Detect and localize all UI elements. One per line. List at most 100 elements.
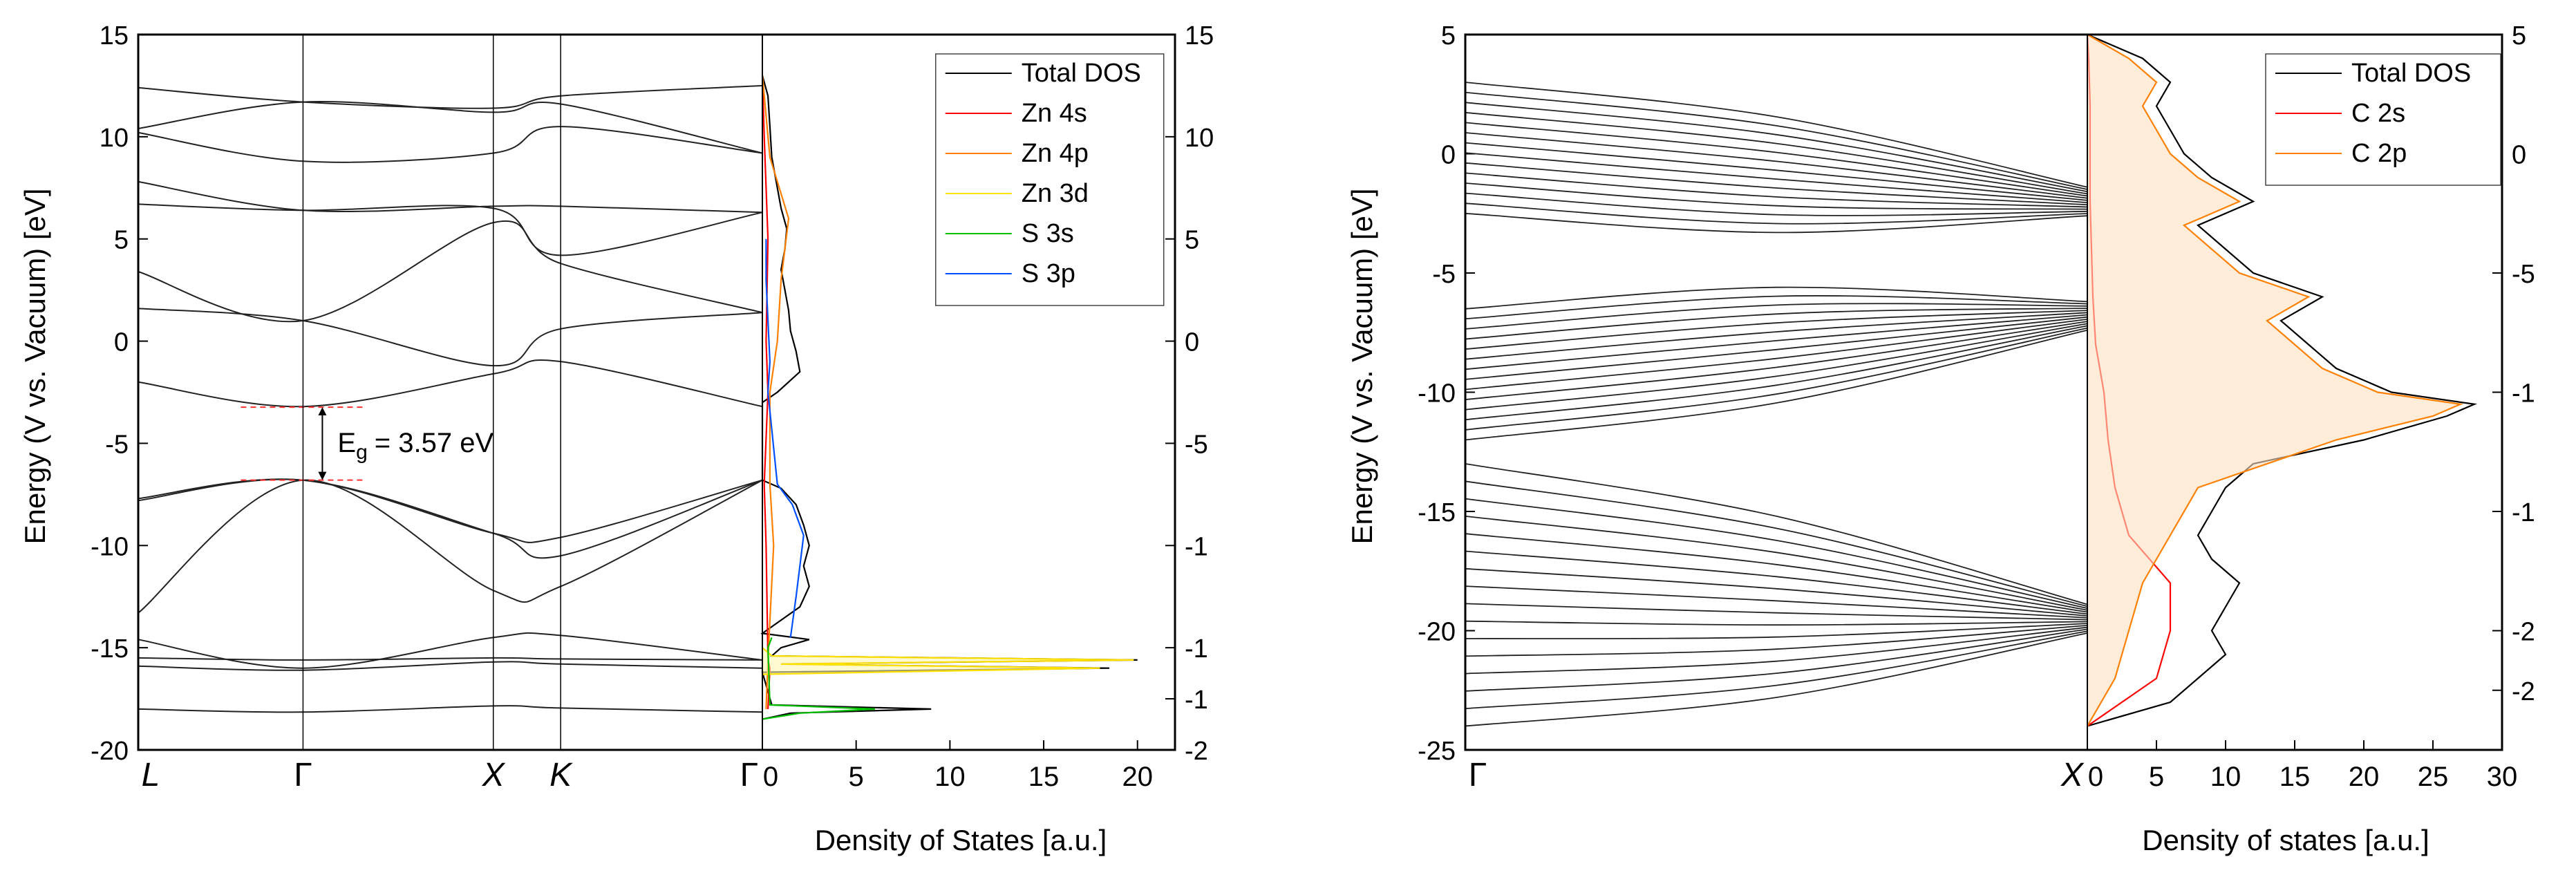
p2-band-lower bbox=[1465, 632, 2088, 727]
p1-legend-label: Zn 3d bbox=[1022, 179, 1089, 208]
p2-band-middle bbox=[1465, 295, 2088, 320]
p2-legend-label: C 2p bbox=[2351, 139, 2407, 168]
p2-band-upper bbox=[1465, 102, 2088, 193]
p2-dos-lines bbox=[2086, 33, 2478, 727]
p1-band-v1 bbox=[138, 479, 763, 614]
p1-right-tick-label: 15 bbox=[1185, 21, 1214, 50]
p2-band-middle bbox=[1465, 312, 2088, 360]
p2-k-label: Γ bbox=[1469, 757, 1487, 793]
p2-band-upper bbox=[1465, 152, 2088, 203]
p2-band-middle bbox=[1465, 321, 2088, 400]
p2-dos-x-ticks: 0 5 10 15 20 25 30 bbox=[2087, 740, 2517, 792]
p2-band-upper bbox=[1465, 91, 2088, 190]
p2-band-middle bbox=[1465, 325, 2088, 421]
p1-k-label: L bbox=[142, 757, 160, 793]
p2-right-tick-label: -5 bbox=[2512, 260, 2535, 289]
p2-band-upper bbox=[1465, 172, 2088, 208]
p2-band-upper bbox=[1465, 111, 2088, 195]
p2-y-ticks: -25 -20 -15 -10 -5 0 5 bbox=[1418, 21, 1475, 766]
p1-dos-x-tick-label: 15 bbox=[1028, 762, 1060, 792]
p1-dos-x-tick-label: 5 bbox=[849, 762, 864, 792]
p1-y-tick-label: -10 bbox=[91, 532, 129, 561]
p2-band-middle bbox=[1465, 314, 2088, 370]
p2-band-lower bbox=[1465, 628, 2088, 692]
p1-band-lines bbox=[138, 84, 763, 713]
p1-band-c8 bbox=[138, 84, 763, 109]
p2-right-y-ticks: -2 -2 -1 -1 -5 0 5 bbox=[2492, 21, 2535, 706]
p2-band-lower bbox=[1465, 630, 2088, 710]
p1-legend-label: Zn 4p bbox=[1022, 139, 1089, 168]
p1-band-c6 bbox=[138, 126, 763, 163]
p1-dos-s-3p bbox=[765, 238, 805, 638]
p1-band-c4 bbox=[138, 203, 763, 256]
p1-y-tick-label: 10 bbox=[100, 124, 129, 153]
p2-band-middle bbox=[1465, 303, 2088, 330]
p2-dos-x-tick-label: 15 bbox=[2279, 762, 2311, 792]
p2-legend-label: C 2s bbox=[2351, 99, 2405, 128]
p1-y-tick-label: 15 bbox=[100, 21, 129, 50]
p2-band-lines bbox=[1465, 82, 2088, 727]
p1-plot-frame bbox=[137, 33, 1176, 751]
p1-dos-zn-3d bbox=[762, 647, 1134, 675]
p1-dos-x-tick-label: 0 bbox=[763, 762, 778, 792]
p2-band-lower bbox=[1465, 585, 2088, 619]
p1-gap-label-e: E bbox=[337, 428, 356, 458]
p1-right-tick-label: -1 bbox=[1185, 634, 1208, 664]
p2-band-lower bbox=[1465, 463, 2088, 605]
p2-band-upper bbox=[1465, 142, 2088, 201]
p1-legend-label: Total DOS bbox=[1022, 59, 1141, 88]
p2-legend: Total DOS C 2s C 2p bbox=[2265, 53, 2501, 186]
p2-band-upper bbox=[1465, 203, 2088, 225]
p1-band-v3 bbox=[138, 478, 763, 543]
p1-dos-zn-4p bbox=[761, 75, 790, 709]
p1-dos-x-tick-label: 10 bbox=[934, 762, 966, 792]
p1-right-tick-label: -1 bbox=[1185, 686, 1208, 715]
p2-band-middle bbox=[1465, 308, 2088, 340]
p1-gap-label: Eg = 3.57 eV bbox=[337, 428, 493, 464]
p1-right-tick-label: 0 bbox=[1185, 328, 1199, 357]
p1-legend-label: Zn 4s bbox=[1022, 99, 1087, 128]
p2-band-middle bbox=[1465, 327, 2088, 431]
p2-right-tick-label: -2 bbox=[2512, 677, 2535, 706]
p1-right-tick-label: -1 bbox=[1185, 532, 1208, 561]
p2-band-lower bbox=[1465, 625, 2088, 657]
p2-band-middle bbox=[1465, 286, 2088, 310]
p2-right-tick-label: -1 bbox=[2512, 379, 2535, 408]
p2-band-upper bbox=[1465, 162, 2088, 206]
p1-y-tick-label: -5 bbox=[105, 430, 129, 459]
p1-right-tick-label: -2 bbox=[1185, 737, 1208, 766]
p1-k-label: K bbox=[549, 757, 573, 793]
p2-y-tick-label: -5 bbox=[1432, 260, 1456, 289]
p2-legend-box bbox=[2265, 53, 2501, 186]
p1-y-tick-label: -20 bbox=[91, 737, 129, 766]
p1-right-tick-label: 5 bbox=[1185, 226, 1199, 255]
p2-band-middle bbox=[1465, 319, 2088, 391]
p2-k-label: X bbox=[2060, 757, 2085, 793]
p1-right-tick-label: -5 bbox=[1185, 430, 1208, 459]
p1-legend-label: S 3p bbox=[1022, 259, 1075, 288]
p1-y-tick-label: -15 bbox=[91, 634, 129, 664]
p2-band-lower bbox=[1465, 626, 2088, 675]
p1-dos-lines bbox=[760, 75, 1138, 720]
p2-dos-x-tick-label: 25 bbox=[2418, 762, 2449, 792]
p1-band-c1 bbox=[138, 359, 763, 408]
p1-band-b3 bbox=[138, 657, 763, 661]
p2-band-upper bbox=[1465, 192, 2088, 216]
p2-band-lower bbox=[1465, 567, 2088, 617]
p2-legend-label: Total DOS bbox=[2351, 59, 2471, 88]
panel-carbon: Energy (V vs. Vacuum) [eV] -25-20-15-10-… bbox=[1346, 21, 2535, 856]
p2-band-lower bbox=[1465, 603, 2088, 621]
p2-y-tick-label: -10 bbox=[1418, 379, 1456, 408]
p1-dos-zn-4s bbox=[761, 75, 771, 709]
p1-band-c7 bbox=[138, 101, 763, 154]
p2-y-tick-label: -15 bbox=[1418, 498, 1456, 527]
p1-band-c3 bbox=[138, 220, 763, 323]
p2-band-upper bbox=[1465, 122, 2088, 197]
p2-y-tick-label: -25 bbox=[1418, 737, 1456, 766]
p1-dos-x-tick-label: 20 bbox=[1122, 762, 1153, 792]
p2-band-lower bbox=[1465, 480, 2088, 608]
p1-y-ticks: -20 -15 -10 -5 0 5 10 15 bbox=[91, 21, 148, 766]
p2-dos-c-2p bbox=[2087, 34, 2464, 727]
